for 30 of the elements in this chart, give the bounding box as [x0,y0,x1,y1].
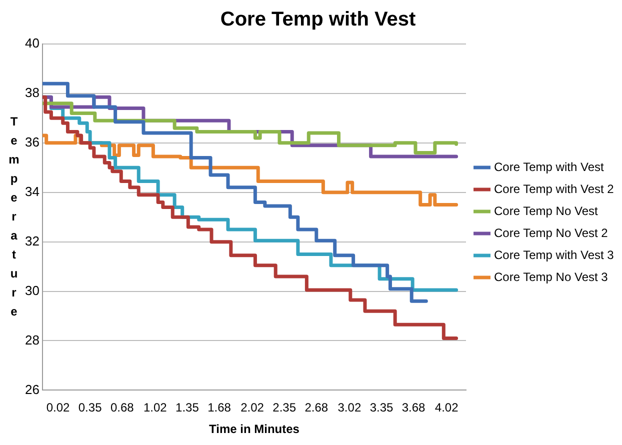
y-tick-label: 28 [24,332,40,348]
y-tick-label: 32 [24,233,40,248]
legend-label: Core Temp with Vest 2 [494,182,614,196]
chart-title: Core Temp with Vest [220,8,416,31]
x-tick-label: 0.02 [46,400,70,415]
x-tick-label: 1.02 [143,400,168,415]
x-tick-label: 3.02 [338,400,362,415]
x-axis-title: Time in Minutes [208,422,300,436]
text: Temperature [8,114,20,318]
legend-label: Core Temp No Vest 2 [494,226,608,240]
y-tick-label: 30 [24,282,40,298]
x-tick-label: 2.68 [304,400,328,415]
x-tick-label: 2.35 [272,400,296,415]
x-tick-label: 0.68 [110,400,134,415]
legend-label: Core Temp with Vest [494,160,604,174]
y-tick-label: 26 [24,382,40,397]
x-tick-label: 2.02 [240,400,264,415]
legend-label: Core Temp No Vest 3 [494,270,608,284]
legend-label: Core Temp with Vest 3 [494,248,614,262]
x-tick-label: 0.35 [78,400,102,415]
x-tick-label: 3.68 [402,400,426,415]
y-tick-label: 38 [24,85,40,100]
x-tick-label: 3.35 [370,400,394,415]
x-tick-label: 1.68 [208,400,232,415]
legend-label: Core Temp No Vest [494,204,598,218]
y-tick-label: 40 [24,36,40,51]
y-tick-label: 34 [24,184,40,199]
x-tick-label: 1.35 [176,400,200,415]
y-tick-label: 36 [24,134,40,150]
x-tick-label: 4.02 [434,400,459,415]
